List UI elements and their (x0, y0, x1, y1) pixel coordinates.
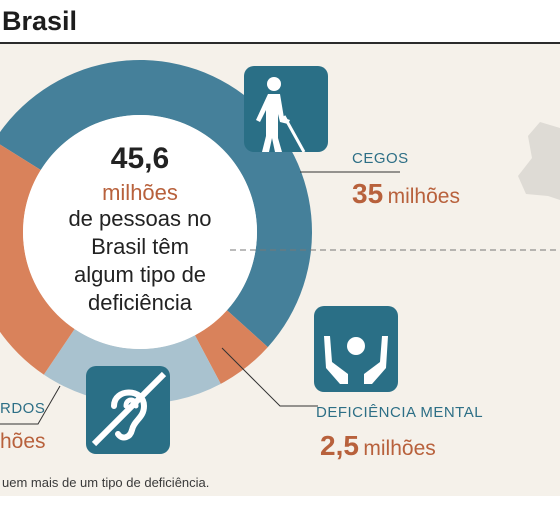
footer-bar (0, 496, 560, 510)
connector-surdos (0, 385, 61, 425)
total-value: 45,6 (110, 142, 170, 175)
cegos-label: CEGOS (352, 150, 409, 167)
footnote: uem mais de um tipo de deficiência. (2, 475, 210, 490)
surdos-unit: hões (0, 430, 46, 453)
hands-person-icon (314, 306, 398, 392)
cegos-value-line: 35 milhões (352, 178, 460, 210)
segment-mental (194, 310, 268, 384)
page-title: Brasil (2, 6, 78, 36)
center-line-3: algum tipo de (73, 262, 207, 287)
mental-value-line: 2,5 milhões (320, 430, 436, 462)
header-bar (0, 0, 560, 44)
center-line-2: Brasil têm (91, 234, 189, 259)
center-line-4: deficiência (88, 290, 192, 315)
center-line-1: de pessoas no (68, 206, 212, 231)
donut-center (23, 115, 257, 349)
mental-unit: milhões (363, 437, 436, 460)
blind-person-icon (244, 66, 328, 152)
segment-cegos (0, 60, 312, 348)
deaf-ear-icon (86, 366, 170, 454)
surdos-label: RDOS (0, 400, 46, 417)
mental-value: 2,5 (320, 430, 359, 461)
connector-mental (221, 347, 318, 407)
brazil-map-shape (518, 122, 560, 200)
cegos-value: 35 (352, 178, 384, 209)
donut-segments (0, 60, 312, 404)
segment-other (0, 144, 75, 375)
mental-label: DEFICIÊNCIA MENTAL (316, 404, 484, 421)
cegos-unit: milhões (387, 185, 460, 208)
header-rule (0, 42, 560, 44)
total-unit: milhões (102, 180, 178, 205)
